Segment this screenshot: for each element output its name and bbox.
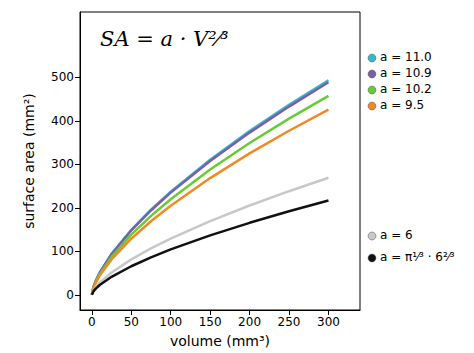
svg-text:a = 9.5: a = 9.5 [380,98,424,112]
svg-text:0: 0 [88,315,96,329]
svg-text:250: 250 [278,315,301,329]
svg-text:300: 300 [51,157,74,171]
svg-text:a = π¹⁄³ · 6²⁄³: a = π¹⁄³ · 6²⁄³ [380,250,455,264]
svg-text:300: 300 [317,315,340,329]
svg-text:a = 11.0: a = 11.0 [380,50,432,64]
svg-text:150: 150 [199,315,222,329]
svg-text:100: 100 [51,244,74,258]
svg-text:a = 10.2: a = 10.2 [380,82,432,96]
svg-text:400: 400 [51,114,74,128]
svg-text:500: 500 [51,70,74,84]
svg-text:50: 50 [124,315,139,329]
svg-text:volume (mm³): volume (mm³) [170,333,270,349]
svg-text:0: 0 [66,288,74,302]
svg-text:100: 100 [159,315,182,329]
svg-text:a = 10.9: a = 10.9 [380,66,432,80]
svg-text:a = 6: a = 6 [380,228,413,242]
svg-text:surface area (mm²): surface area (mm²) [21,93,37,229]
svg-text:200: 200 [51,201,74,215]
svg-text:200: 200 [238,315,261,329]
svg-text:SA = a · V²⁄³: SA = a · V²⁄³ [100,27,229,51]
